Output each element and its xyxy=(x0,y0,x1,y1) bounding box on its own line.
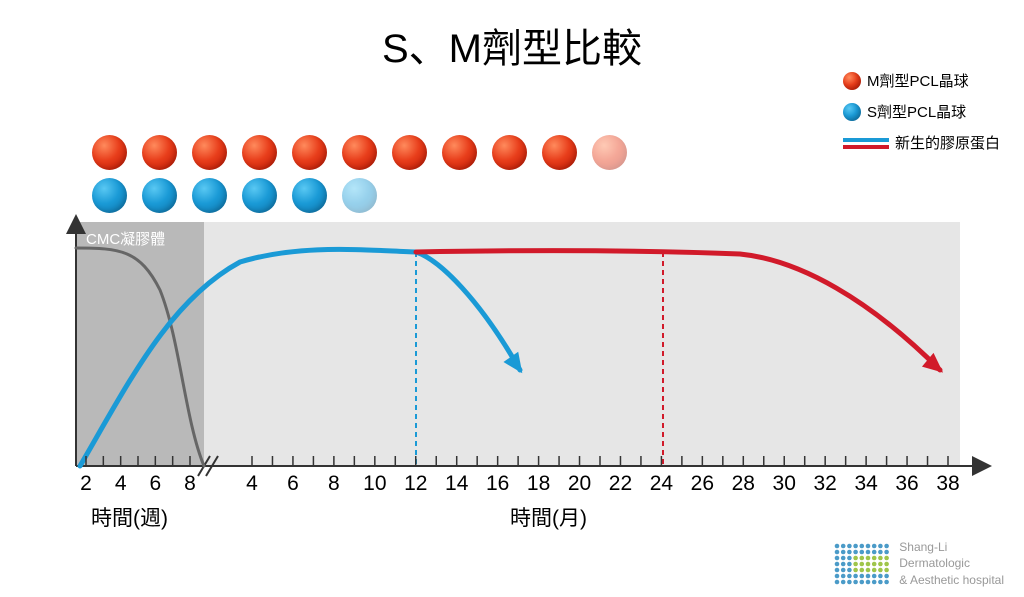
logo-line: Dermatologic xyxy=(899,555,1004,572)
svg-text:20: 20 xyxy=(568,472,591,495)
svg-text:28: 28 xyxy=(732,472,755,495)
svg-text:30: 30 xyxy=(773,472,796,495)
logo-line: & Aesthetic hospital xyxy=(899,572,1004,589)
logo-line: Shang-Li xyxy=(899,539,1004,556)
svg-text:6: 6 xyxy=(149,472,161,495)
svg-text:4: 4 xyxy=(115,472,127,495)
svg-text:2: 2 xyxy=(80,472,92,495)
svg-text:38: 38 xyxy=(936,472,959,495)
logo-icon xyxy=(833,542,891,586)
svg-text:16: 16 xyxy=(486,472,509,495)
svg-text:8: 8 xyxy=(184,472,196,495)
svg-text:10: 10 xyxy=(363,472,386,495)
svg-text:34: 34 xyxy=(854,472,878,495)
svg-text:6: 6 xyxy=(287,472,299,495)
svg-text:14: 14 xyxy=(445,472,469,495)
chart: 2468468101214161820222426283032343638 xyxy=(0,0,1024,560)
svg-text:24: 24 xyxy=(650,472,674,495)
logo-text: Shang-Li Dermatologic & Aesthetic hospit… xyxy=(899,539,1004,589)
logo: Shang-Li Dermatologic & Aesthetic hospit… xyxy=(833,539,1004,589)
svg-text:4: 4 xyxy=(246,472,258,495)
svg-text:36: 36 xyxy=(895,472,918,495)
svg-text:32: 32 xyxy=(813,472,836,495)
x-title-months: 時間(月) xyxy=(510,502,587,532)
x-title-weeks: 時間(週) xyxy=(91,502,168,532)
svg-text:26: 26 xyxy=(691,472,714,495)
svg-text:22: 22 xyxy=(609,472,632,495)
svg-text:18: 18 xyxy=(527,472,550,495)
svg-text:12: 12 xyxy=(404,472,427,495)
svg-text:8: 8 xyxy=(328,472,340,495)
